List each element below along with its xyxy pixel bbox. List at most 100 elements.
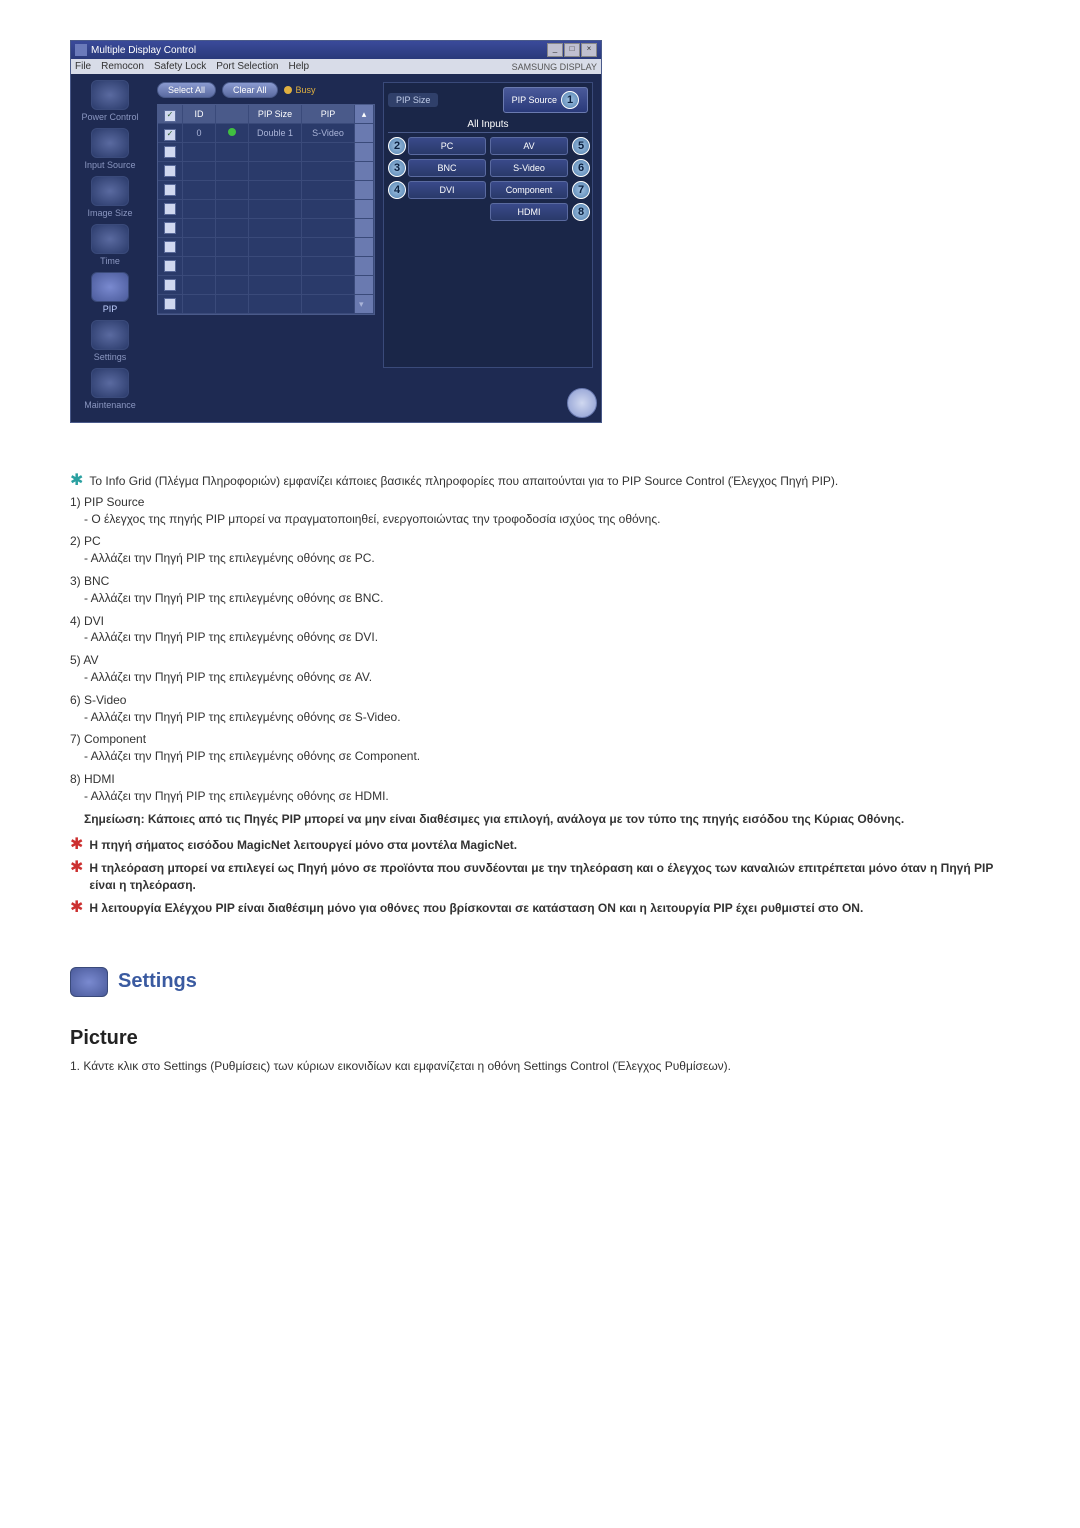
- row-checkbox[interactable]: [164, 184, 176, 196]
- row-checkbox[interactable]: [164, 222, 176, 234]
- menu-safety[interactable]: Safety Lock: [154, 61, 206, 72]
- sidebar-item-label: Settings: [71, 352, 149, 362]
- item-head: 1) PIP Source: [70, 494, 1010, 511]
- window-buttons: _ □ ×: [547, 43, 597, 57]
- source-button[interactable]: DVI: [408, 181, 486, 199]
- row-size: [249, 295, 302, 314]
- sidebar-item-label: PIP: [71, 304, 149, 314]
- list-item: 3) BNC- Αλλάζει την Πηγή PIP της επιλεγμ…: [70, 573, 1010, 607]
- app-icon: [75, 44, 87, 56]
- row-size: [249, 276, 302, 295]
- sidebar-item-settings[interactable]: Settings: [71, 320, 149, 362]
- minimize-button[interactable]: _: [547, 43, 563, 57]
- item-body: - Αλλάζει την Πηγή PIP της επιλεγμένης ο…: [70, 590, 1010, 607]
- scrollbar[interactable]: [355, 238, 374, 257]
- row-status: [216, 200, 249, 219]
- scrollbar[interactable]: [355, 162, 374, 181]
- row-size: Double 1: [249, 124, 302, 143]
- pip-size-label: PIP Size: [388, 93, 438, 107]
- close-button[interactable]: ×: [581, 43, 597, 57]
- row-checkbox[interactable]: [164, 129, 176, 141]
- item-body: - Αλλάζει την Πηγή PIP της επιλεγμένης ο…: [70, 669, 1010, 686]
- row-status: [216, 219, 249, 238]
- sidebar-item-image[interactable]: Image Size: [71, 176, 149, 218]
- table-row[interactable]: [158, 143, 374, 162]
- row-checkbox[interactable]: [164, 279, 176, 291]
- sidebar-item-label: Power Control: [71, 112, 149, 122]
- col-size: PIP Size: [249, 105, 302, 124]
- table-row[interactable]: [158, 162, 374, 181]
- menu-help[interactable]: Help: [288, 61, 309, 72]
- row-checkbox[interactable]: [164, 241, 176, 253]
- sidebar-item-time[interactable]: Time: [71, 224, 149, 266]
- scrollbar[interactable]: [355, 124, 374, 143]
- item-head: 5) AV: [70, 652, 1010, 669]
- clear-all-button[interactable]: Clear All: [222, 82, 278, 98]
- row-id: [183, 238, 216, 257]
- pip-source-button[interactable]: PIP Source 1: [503, 87, 588, 113]
- table-row[interactable]: [158, 200, 374, 219]
- select-all-button[interactable]: Select All: [157, 82, 216, 98]
- source-button[interactable]: PC: [408, 137, 486, 155]
- sidebar-item-input[interactable]: Input Source: [71, 128, 149, 170]
- scrollbar[interactable]: [355, 143, 374, 162]
- table-row[interactable]: ▾: [158, 295, 374, 314]
- sidebar-item-power[interactable]: Power Control: [71, 80, 149, 122]
- row-checkbox[interactable]: [164, 165, 176, 177]
- item-head: 7) Component: [70, 731, 1010, 748]
- maximize-button[interactable]: □: [564, 43, 580, 57]
- row-source: [302, 276, 355, 295]
- source-button[interactable]: Component: [490, 181, 568, 199]
- row-id: [183, 200, 216, 219]
- scrollbar[interactable]: [355, 181, 374, 200]
- row-source: [302, 181, 355, 200]
- num-1: 1: [561, 91, 579, 109]
- info-orb-icon[interactable]: [567, 388, 597, 418]
- red-note-text: Η λειτουργία Ελέγχου PIP είναι διαθέσιμη…: [89, 900, 863, 917]
- item-body: - Αλλάζει την Πηγή PIP της επιλεγμένης ο…: [70, 748, 1010, 765]
- item-body: - Ο έλεγχος της πηγής PIP μπορεί να πραγ…: [70, 511, 1010, 528]
- source-button[interactable]: BNC: [408, 159, 486, 177]
- red-note-text: Η πηγή σήματος εισόδου MagicNet λειτουργ…: [89, 837, 517, 854]
- row-id: [183, 219, 216, 238]
- col-check[interactable]: [158, 105, 183, 124]
- menu-file[interactable]: File: [75, 61, 91, 72]
- table-row[interactable]: 0Double 1S-Video: [158, 124, 374, 143]
- menu-port[interactable]: Port Selection: [216, 61, 278, 72]
- sidebar-item-maintenance[interactable]: Maintenance: [71, 368, 149, 410]
- source-button[interactable]: HDMI: [490, 203, 568, 221]
- titlebar: Multiple Display Control _ □ ×: [71, 41, 601, 59]
- scrollbar[interactable]: ▾: [355, 295, 374, 314]
- input-icon: [91, 128, 129, 158]
- sidebar-item-label: Time: [71, 256, 149, 266]
- table-row[interactable]: [158, 276, 374, 295]
- col-status: [216, 105, 249, 124]
- row-source: [302, 219, 355, 238]
- row-status: [216, 257, 249, 276]
- item-head: 4) DVI: [70, 613, 1010, 630]
- table-row[interactable]: [158, 219, 374, 238]
- scrollbar[interactable]: [355, 200, 374, 219]
- row-checkbox[interactable]: [164, 203, 176, 215]
- scrollbar[interactable]: [355, 257, 374, 276]
- scroll-up[interactable]: ▴: [355, 105, 374, 124]
- menu-remocon[interactable]: Remocon: [101, 61, 144, 72]
- sidebar-item-pip[interactable]: PIP: [71, 272, 149, 314]
- source-button[interactable]: S-Video: [490, 159, 568, 177]
- item-body: - Αλλάζει την Πηγή PIP της επιλεγμένης ο…: [70, 709, 1010, 726]
- num-6: 6: [572, 159, 590, 177]
- row-checkbox[interactable]: [164, 298, 176, 310]
- row-checkbox[interactable]: [164, 260, 176, 272]
- busy-label: Busy: [296, 85, 316, 95]
- row-checkbox[interactable]: [164, 146, 176, 158]
- row-status: [216, 124, 249, 143]
- sidebar-item-label: Image Size: [71, 208, 149, 218]
- scrollbar[interactable]: [355, 276, 374, 295]
- source-button[interactable]: AV: [490, 137, 568, 155]
- table-row[interactable]: [158, 238, 374, 257]
- settings-heading: Settings: [70, 967, 1010, 997]
- table-row[interactable]: [158, 257, 374, 276]
- scrollbar[interactable]: [355, 219, 374, 238]
- table-row[interactable]: [158, 181, 374, 200]
- item-body: - Αλλάζει την Πηγή PIP της επιλεγμένης ο…: [70, 788, 1010, 805]
